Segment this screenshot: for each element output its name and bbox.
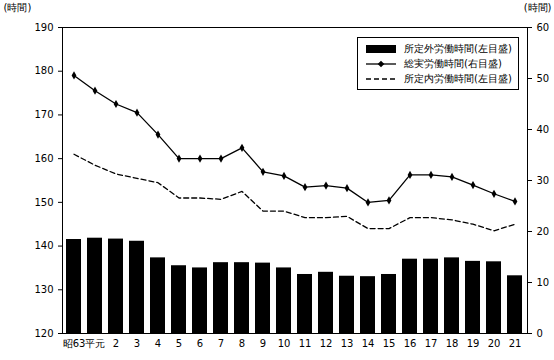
svg-text:昭63: 昭63 — [63, 338, 86, 349]
svg-text:190: 190 — [34, 22, 53, 33]
svg-text:(時間): (時間) — [524, 2, 552, 13]
html-text:総実労働時間(右目盛): 総実労働時間(右目盛) — [404, 58, 502, 69]
svg-text:平元: 平元 — [85, 338, 105, 349]
svg-text:18: 18 — [446, 338, 459, 349]
svg-text:19: 19 — [467, 338, 480, 349]
svg-text:2: 2 — [113, 338, 119, 349]
svg-text:140: 140 — [34, 240, 53, 251]
svg-text:5: 5 — [176, 338, 182, 349]
svg-text:30: 30 — [537, 175, 550, 186]
svg-text:16: 16 — [404, 338, 417, 349]
svg-text:40: 40 — [537, 124, 550, 135]
svg-text:9: 9 — [260, 338, 266, 349]
svg-text:160: 160 — [34, 153, 53, 164]
svg-text:20: 20 — [537, 226, 550, 237]
svg-text:10: 10 — [537, 277, 550, 288]
svg-text:21: 21 — [509, 338, 522, 349]
html-text:所定内労働時間(左目盛): 所定内労働時間(左目盛) — [404, 73, 512, 84]
svg-text:0: 0 — [537, 328, 543, 339]
svg-text:12: 12 — [320, 338, 333, 349]
svg-text:20: 20 — [488, 338, 501, 349]
svg-text:10: 10 — [278, 338, 291, 349]
svg-text:60: 60 — [537, 22, 550, 33]
svg-text:120: 120 — [34, 328, 53, 339]
svg-text:8: 8 — [239, 338, 245, 349]
svg-text:13: 13 — [341, 338, 354, 349]
svg-text:6: 6 — [197, 338, 203, 349]
svg-text:50: 50 — [537, 73, 550, 84]
svg-text:180: 180 — [34, 65, 53, 76]
svg-text:170: 170 — [34, 109, 53, 120]
svg-text:130: 130 — [34, 284, 53, 295]
svg-text:3: 3 — [134, 338, 140, 349]
svg-text:14: 14 — [362, 338, 375, 349]
svg-text:7: 7 — [218, 338, 224, 349]
svg-text:15: 15 — [383, 338, 396, 349]
html-text:所定外労働時間(左目盛): 所定外労働時間(左目盛) — [404, 43, 512, 54]
svg-text:11: 11 — [299, 338, 312, 349]
svg-text:150: 150 — [34, 197, 53, 208]
svg-text:17: 17 — [425, 338, 438, 349]
svg-text:4: 4 — [155, 338, 161, 349]
svg-text:(時間): (時間) — [4, 2, 32, 13]
